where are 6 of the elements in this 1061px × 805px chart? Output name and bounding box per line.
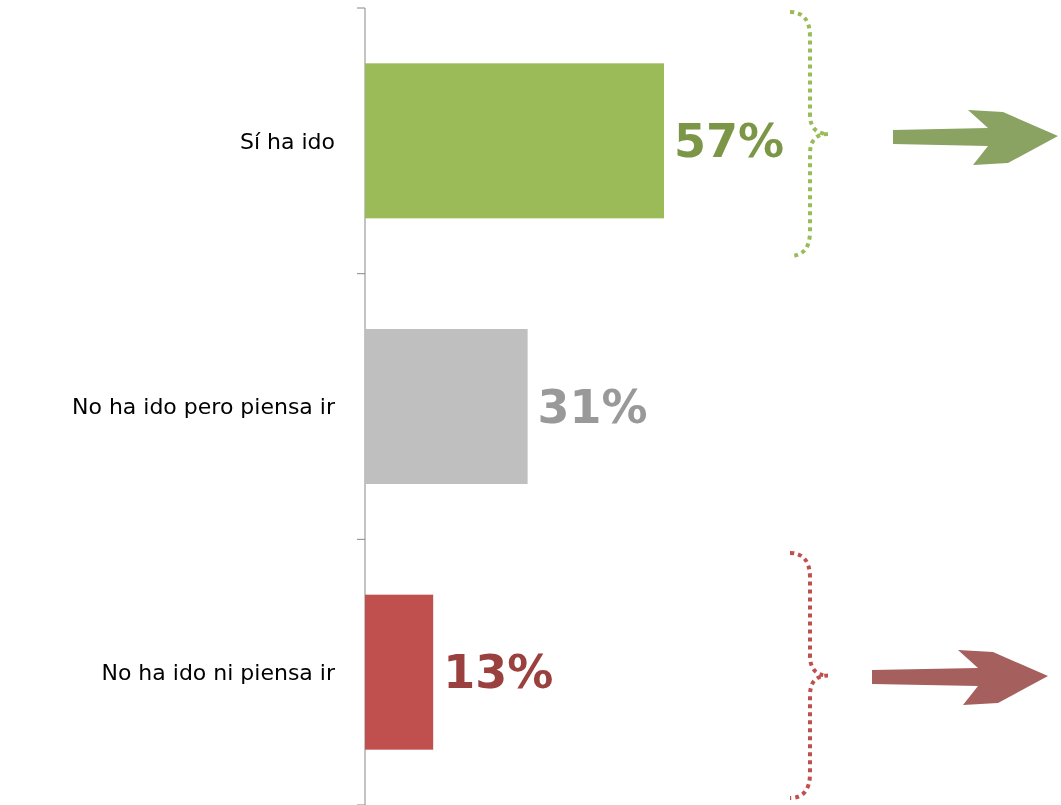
y-tick-label: No ha ido pero piensa ir (71, 394, 336, 420)
y-tick-label: Sí ha ido (239, 128, 335, 154)
data-label: 31% (537, 379, 648, 434)
y-tick-label: No ha ido ni piensa ir (101, 659, 336, 685)
data-label: 57% (674, 113, 785, 168)
data-label: 13% (443, 645, 554, 700)
